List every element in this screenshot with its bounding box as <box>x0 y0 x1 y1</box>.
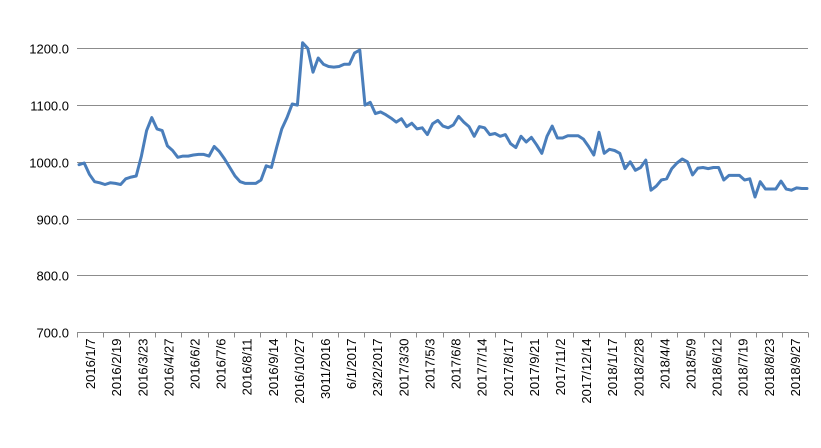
x-tick-label: 2017/11/2 <box>553 339 568 396</box>
x-tick-label: 2016/3/23 <box>135 339 150 397</box>
y-tick-label: 1100.0 <box>30 99 69 114</box>
x-tick-label: 2018/6/12 <box>710 339 725 397</box>
x-tick-label: 2017/12/14 <box>579 339 594 404</box>
x-tick-label: 2018/2/28 <box>631 339 646 397</box>
series-line-0 <box>77 41 809 199</box>
x-tick-label: 2017/3/30 <box>396 339 411 397</box>
x-tick-label: 2017/9/21 <box>527 339 542 397</box>
x-tick-label: 2016/2/19 <box>109 339 124 397</box>
y-tick-label: 900.0 <box>36 213 69 228</box>
y-tick-label: 1200.0 <box>29 42 69 57</box>
x-axis: 2016/1/7 2016/2/19 2016/3/23 2016/4/27 2016/… <box>77 332 809 404</box>
x-tick-label: 3011/2016 <box>318 339 333 400</box>
x-tick-label: 2018/1/17 <box>605 339 620 397</box>
gridlines <box>77 48 808 276</box>
x-tick-label: 23/2/2017 <box>370 339 385 397</box>
y-axis-ticks: 700.0 800.0 900.0 1000.0 1100.0 1200.0 <box>29 42 69 341</box>
x-tick-label: 2016/4/27 <box>161 339 176 397</box>
x-tick-label: 2017/6/8 <box>449 339 464 390</box>
x-tick-label: 2018/7/19 <box>736 339 751 397</box>
x-tick-label: 2017/8/17 <box>501 339 516 397</box>
x-tick-label: 2017/5/3 <box>422 339 437 390</box>
y-tick-label: 800.0 <box>36 269 69 284</box>
x-tick-label: 2016/6/2 <box>187 339 202 390</box>
x-tick-label: 2018/9/27 <box>788 339 803 397</box>
x-tick-label: 2016/7/6 <box>214 339 229 390</box>
y-tick-label: 700.0 <box>36 326 69 341</box>
x-tick-label: 2016/1/7 <box>83 339 98 390</box>
x-tick-label: 2016/9/14 <box>266 339 281 397</box>
y-tick-label: 1000.0 <box>29 156 69 171</box>
x-tick-label: 2018/4/4 <box>657 339 672 390</box>
series-layer <box>77 41 809 199</box>
x-tick-label: 2016/8/11 <box>240 339 255 396</box>
x-tick-label: 2018/5/9 <box>684 339 699 390</box>
x-tick-label: 2018/8/23 <box>762 339 777 397</box>
x-tick-label: 6/1/2017 <box>344 339 359 390</box>
x-tick-label: 2017/7/14 <box>475 339 490 397</box>
x-tick-label: 2016/10/27 <box>292 339 307 404</box>
